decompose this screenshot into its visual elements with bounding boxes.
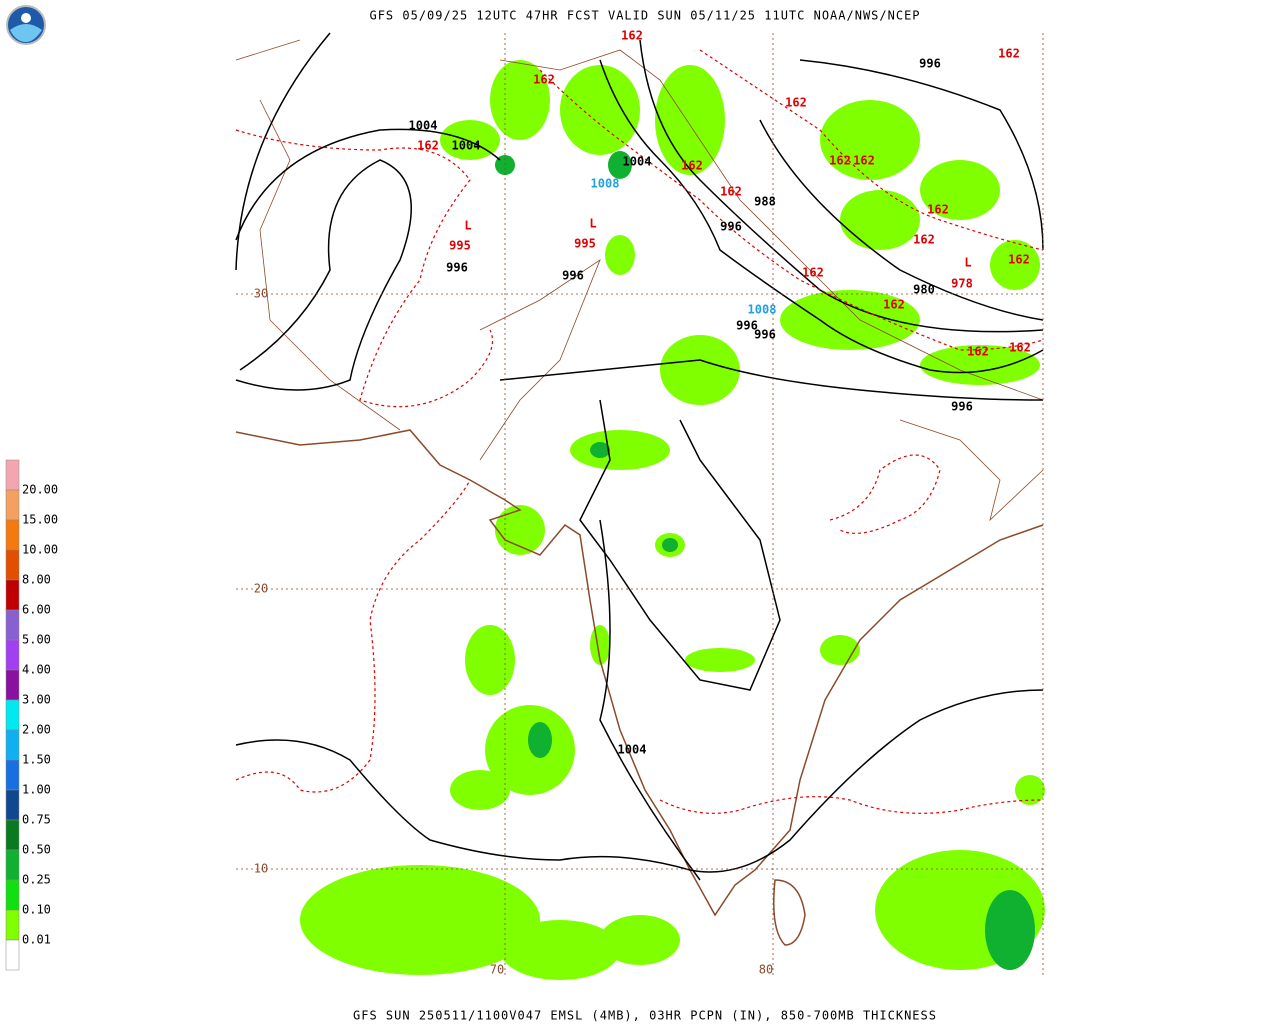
lat-label: 30 bbox=[254, 287, 268, 301]
precip-areas bbox=[300, 60, 1045, 980]
map-title: GFS 05/09/25 12UTC 47HR FCST VALID SUN 0… bbox=[369, 9, 920, 23]
contour-label: 162 bbox=[913, 233, 935, 247]
legend-swatch bbox=[5, 639, 20, 671]
legend-label: 0.50 bbox=[22, 843, 51, 857]
legend-swatch bbox=[5, 759, 20, 791]
contour-label: 1004 bbox=[452, 139, 481, 153]
contour-label: 162 bbox=[417, 139, 439, 153]
legend-label: 2.00 bbox=[22, 723, 51, 737]
contour-label: 996 bbox=[951, 400, 973, 414]
contour-label: 1004 bbox=[409, 119, 438, 133]
low-marker: L bbox=[589, 217, 596, 231]
contour-label: 996 bbox=[562, 269, 584, 283]
low-marker: L bbox=[464, 219, 471, 233]
contour-label: 996 bbox=[736, 319, 758, 333]
legend-swatch bbox=[5, 939, 20, 971]
legend-swatch bbox=[5, 489, 20, 521]
map-footer: GFS SUN 250511/1100V047 EMSL (4MB), 03HR… bbox=[353, 1009, 937, 1023]
legend-label: 20.00 bbox=[22, 483, 58, 497]
contour-label: 995 bbox=[449, 239, 471, 253]
contour-label: 162 bbox=[720, 185, 742, 199]
legend-label: 3.00 bbox=[22, 693, 51, 707]
contour-label: 162 bbox=[853, 154, 875, 168]
contour-label: 996 bbox=[919, 57, 941, 71]
contour-label: 162 bbox=[533, 73, 555, 87]
contour-label: 1004 bbox=[618, 743, 647, 757]
legend-swatch bbox=[5, 819, 20, 851]
legend-swatch bbox=[5, 729, 20, 761]
legend-swatch bbox=[5, 579, 20, 611]
legend-label: 15.00 bbox=[22, 513, 58, 527]
legend-label: 4.00 bbox=[22, 663, 51, 677]
legend-swatch bbox=[5, 909, 20, 941]
lat-label: 20 bbox=[254, 582, 268, 596]
legend-label: 5.00 bbox=[22, 633, 51, 647]
legend-label: 10.00 bbox=[22, 543, 58, 557]
legend-label: 0.25 bbox=[22, 873, 51, 887]
lon-label: 70 bbox=[490, 963, 504, 977]
contour-label: 996 bbox=[446, 261, 468, 275]
low-marker: L bbox=[964, 256, 971, 270]
contour-label: 1008 bbox=[748, 303, 777, 317]
legend-label: 0.10 bbox=[22, 903, 51, 917]
legend-swatch bbox=[5, 549, 20, 581]
legend-swatch bbox=[5, 789, 20, 821]
legend-swatch bbox=[5, 459, 20, 491]
legend: 20.00 15.00 10.00 8.00 6.00 5.00 4.00 3.00 2.00 1… bbox=[5, 459, 58, 971]
legend-swatch bbox=[5, 879, 20, 911]
legend-swatch bbox=[5, 519, 20, 551]
contour-label: 162 bbox=[927, 203, 949, 217]
contour-label: 162 bbox=[785, 96, 807, 110]
legend-label: 1.50 bbox=[22, 753, 51, 767]
legend-label: 0.75 bbox=[22, 813, 51, 827]
contour-label: 162 bbox=[967, 345, 989, 359]
borders bbox=[235, 39, 1044, 522]
contour-label: 162 bbox=[829, 154, 851, 168]
contour-label: 1004 bbox=[623, 155, 652, 169]
legend-label: 8.00 bbox=[22, 573, 51, 587]
contour-label: 988 bbox=[754, 195, 776, 209]
contour-label: 162 bbox=[681, 159, 703, 173]
contour-label: 995 bbox=[574, 237, 596, 251]
graticule bbox=[236, 33, 1044, 977]
noaa-logo bbox=[6, 5, 46, 45]
legend-swatch bbox=[5, 609, 20, 641]
thickness-contours bbox=[235, 49, 1044, 814]
legend-label: 6.00 bbox=[22, 603, 51, 617]
contour-label: 162 bbox=[1008, 253, 1030, 267]
coastline bbox=[235, 429, 1044, 946]
contour-label: 162 bbox=[1009, 341, 1031, 355]
contour-label: 162 bbox=[883, 298, 905, 312]
contour-label: 162 bbox=[621, 29, 643, 43]
contour-label: 980 bbox=[913, 283, 935, 297]
pressure-contours bbox=[235, 32, 1044, 881]
contour-label: 1008 bbox=[591, 177, 620, 191]
legend-label: 1.00 bbox=[22, 783, 51, 797]
legend-swatch bbox=[5, 699, 20, 731]
legend-label: 0.01 bbox=[22, 933, 51, 947]
legend-swatch bbox=[5, 669, 20, 701]
lat-label: 10 bbox=[254, 862, 268, 876]
legend-swatch bbox=[5, 849, 20, 881]
contour-label: 996 bbox=[720, 220, 742, 234]
contour-label: 162 bbox=[998, 47, 1020, 61]
lon-label: 80 bbox=[759, 963, 773, 977]
contour-label: 996 bbox=[754, 328, 776, 342]
contour-label: 162 bbox=[802, 266, 824, 280]
contour-label: 978 bbox=[951, 277, 973, 291]
